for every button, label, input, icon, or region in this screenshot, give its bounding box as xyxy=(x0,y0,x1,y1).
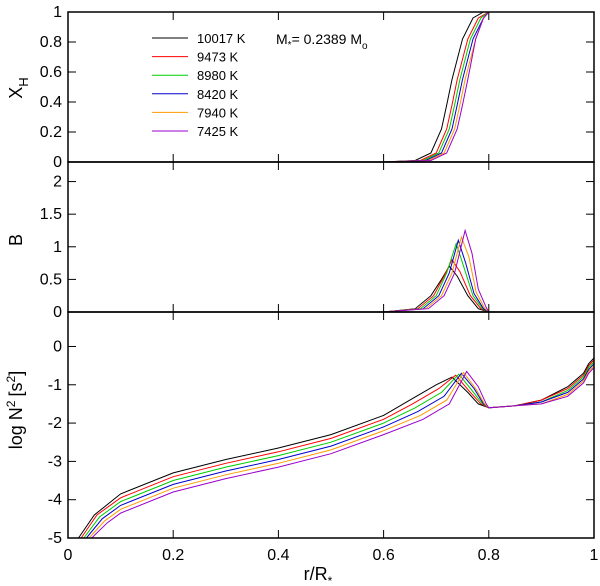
series-line-middle-5 xyxy=(383,228,490,313)
ytick-label-bottom-3: -2 xyxy=(48,415,62,432)
panel-bottom-frame xyxy=(67,311,595,539)
panel-top-ylabel: XH xyxy=(6,77,31,98)
panel-bottom: -5 -4 -3 -2 -1 0 0 0.2 0.4 0.6 0.8 1 log N2[s2] r/R… xyxy=(4,311,599,586)
panel-middle-ticks: 0 0.5 1 1.5 2 xyxy=(40,162,595,321)
panel-bottom-series xyxy=(78,357,595,539)
ytick-label-middle-4: 2 xyxy=(53,174,62,191)
ytick-label-bottom-5: 0 xyxy=(53,338,62,355)
ytick-label-middle-2: 1 xyxy=(53,239,62,256)
legend-label-4: 7940 K xyxy=(197,105,239,120)
series-line-bottom-3 xyxy=(86,363,595,539)
panel-middle: 0 0.5 1 1.5 2 B xyxy=(6,161,595,321)
xtick-label-1: 0.2 xyxy=(162,547,184,564)
legend-label-0: 10017 K xyxy=(197,31,246,46)
series-line-bottom-4 xyxy=(88,365,595,539)
ytick-label-bottom-0: -5 xyxy=(48,530,62,547)
series-line-middle-2 xyxy=(383,241,490,313)
ytick-label-top-1: 0.2 xyxy=(40,124,62,141)
xtick-label-5: 1 xyxy=(590,547,599,564)
ytick-label-top-0: 0 xyxy=(53,154,62,171)
legend-label-3: 8420 K xyxy=(197,87,239,102)
panel-bottom-ylabel: log N2[s2] xyxy=(4,371,26,449)
xtick-label-4: 0.8 xyxy=(478,547,500,564)
series-line-middle-4 xyxy=(383,235,490,313)
ytick-label-middle-0: 0 xyxy=(53,304,62,321)
panel-middle-series xyxy=(383,228,490,313)
ytick-label-top-3: 0.6 xyxy=(40,64,62,81)
series-line-top-5 xyxy=(383,11,594,163)
panel-middle-ylabel: B xyxy=(6,234,26,246)
legend-label-5: 7425 K xyxy=(197,124,239,139)
ytick-label-bottom-4: -1 xyxy=(48,377,62,394)
series-line-bottom-2 xyxy=(83,361,595,539)
ytick-label-middle-3: 1.5 xyxy=(40,206,62,223)
panel-bottom-ticks: -5 -4 -3 -2 -1 0 0 0.2 0.4 0.6 0.8 1 xyxy=(48,312,599,564)
ytick-label-middle-1: 0.5 xyxy=(40,271,62,288)
series-line-top-1 xyxy=(383,11,594,163)
legend-label-1: 9473 K xyxy=(197,50,239,65)
ytick-label-bottom-1: -4 xyxy=(48,492,62,509)
series-line-middle-1 xyxy=(383,258,489,313)
series-line-bottom-0 xyxy=(78,357,595,539)
xtick-label-3: 0.6 xyxy=(372,547,394,564)
series-line-bottom-1 xyxy=(80,359,595,539)
mass-annotation: M*= 0.2389 Mo xyxy=(276,31,368,52)
series-line-bottom-5 xyxy=(91,367,595,539)
panel-top-series xyxy=(383,11,594,163)
ytick-label-bottom-2: -3 xyxy=(48,453,62,470)
ytick-label-top-5: 1 xyxy=(53,4,62,21)
ytick-label-top-4: 0.8 xyxy=(40,34,62,51)
panel-top: 0 0.2 0.4 0.6 0.8 1 XH M*= 0.2389 Mo 10017 K 9… xyxy=(6,4,595,171)
series-line-top-0 xyxy=(383,11,594,163)
xtick-label-2: 0.4 xyxy=(267,547,289,564)
xtick-label-0: 0 xyxy=(64,547,73,564)
ytick-label-top-2: 0.4 xyxy=(40,94,62,111)
panel-bottom-xlabel: r/R* xyxy=(304,564,333,586)
legend-label-2: 8980 K xyxy=(197,68,239,83)
legend: 10017 K 9473 K 8980 K 8420 K 7940 K 7425 K xyxy=(152,31,246,139)
panel-top-ticks: 0 0.2 0.4 0.6 0.8 1 xyxy=(40,4,595,171)
series-line-middle-3 xyxy=(383,238,490,313)
series-line-top-2 xyxy=(383,11,594,163)
